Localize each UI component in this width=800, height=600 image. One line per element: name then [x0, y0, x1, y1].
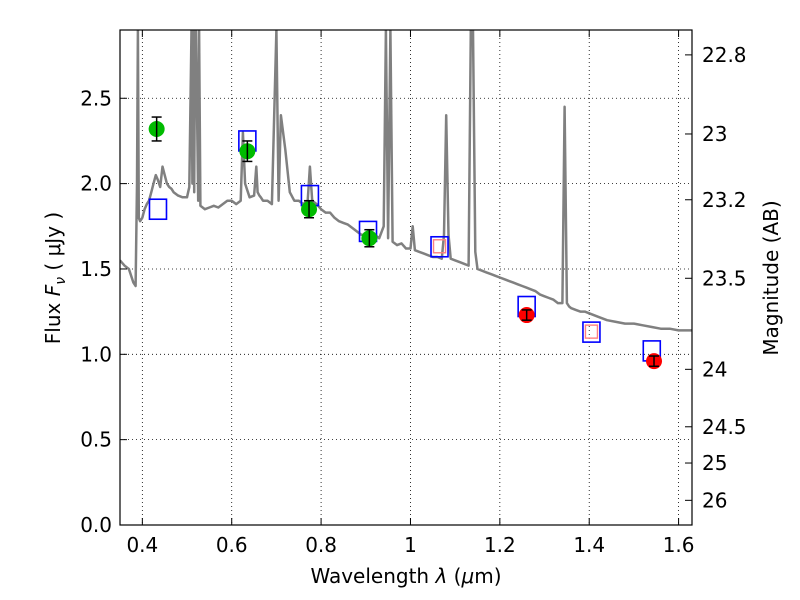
y2-tick-label: 25 [702, 451, 727, 475]
y-axis-ticks: 0.0 0.5 1.0 1.5 2.0 2.5 [80, 86, 127, 537]
grid-lines [120, 30, 692, 525]
x-tick-label: 1.2 [484, 533, 516, 557]
model-spectrum [120, 30, 692, 332]
y2-tick-label: 26 [702, 488, 727, 512]
y-tick-label: 0.5 [80, 428, 112, 452]
model-band-square [430, 235, 449, 258]
y-tick-label: 1.0 [80, 342, 112, 366]
x-axis-label: Wavelength λ (μm) [310, 564, 501, 588]
y2-tick-label: 24 [702, 357, 727, 381]
y-tick-label: 2.0 [80, 172, 112, 196]
y2-axis-ticks: 22.8 23 23.2 23.5 24 24.5 25 26 [685, 43, 747, 512]
y2-tick-label: 24.5 [702, 415, 747, 439]
x-tick-label: 0.4 [126, 533, 158, 557]
y-tick-label: 2.5 [80, 86, 112, 110]
observed-photometry [148, 116, 663, 370]
plot-frame [119, 29, 693, 526]
model-spectrum-line [120, 30, 692, 332]
model-band-square [148, 198, 168, 221]
model-band-inner-square [584, 324, 599, 339]
x-tick-label: 1.4 [573, 533, 605, 557]
x-tick-label: 1 [404, 533, 417, 557]
y2-tick-label: 23.5 [702, 266, 747, 290]
y2-axis-label: Magnitude (AB) [759, 200, 783, 355]
x-tick-label: 0.6 [216, 533, 248, 557]
x-tick-label: 0.8 [305, 533, 337, 557]
model-band-points [148, 130, 662, 362]
x-tick-label: 1.6 [663, 533, 695, 557]
y2-tick-label: 23.2 [702, 188, 747, 212]
x-axis-ticks: 0.4 0.6 0.8 1 1.2 1.4 1.6 [126, 30, 695, 557]
y2-tick-label: 23 [702, 122, 727, 146]
y2-tick-label: 22.8 [702, 43, 747, 67]
model-band-inner-square [432, 239, 447, 254]
model-band-square [582, 321, 601, 343]
y-axis-label: Flux Fν ( μJy ) [41, 212, 69, 344]
y-tick-label: 1.5 [80, 257, 112, 281]
y-tick-label: 0.0 [80, 513, 112, 537]
